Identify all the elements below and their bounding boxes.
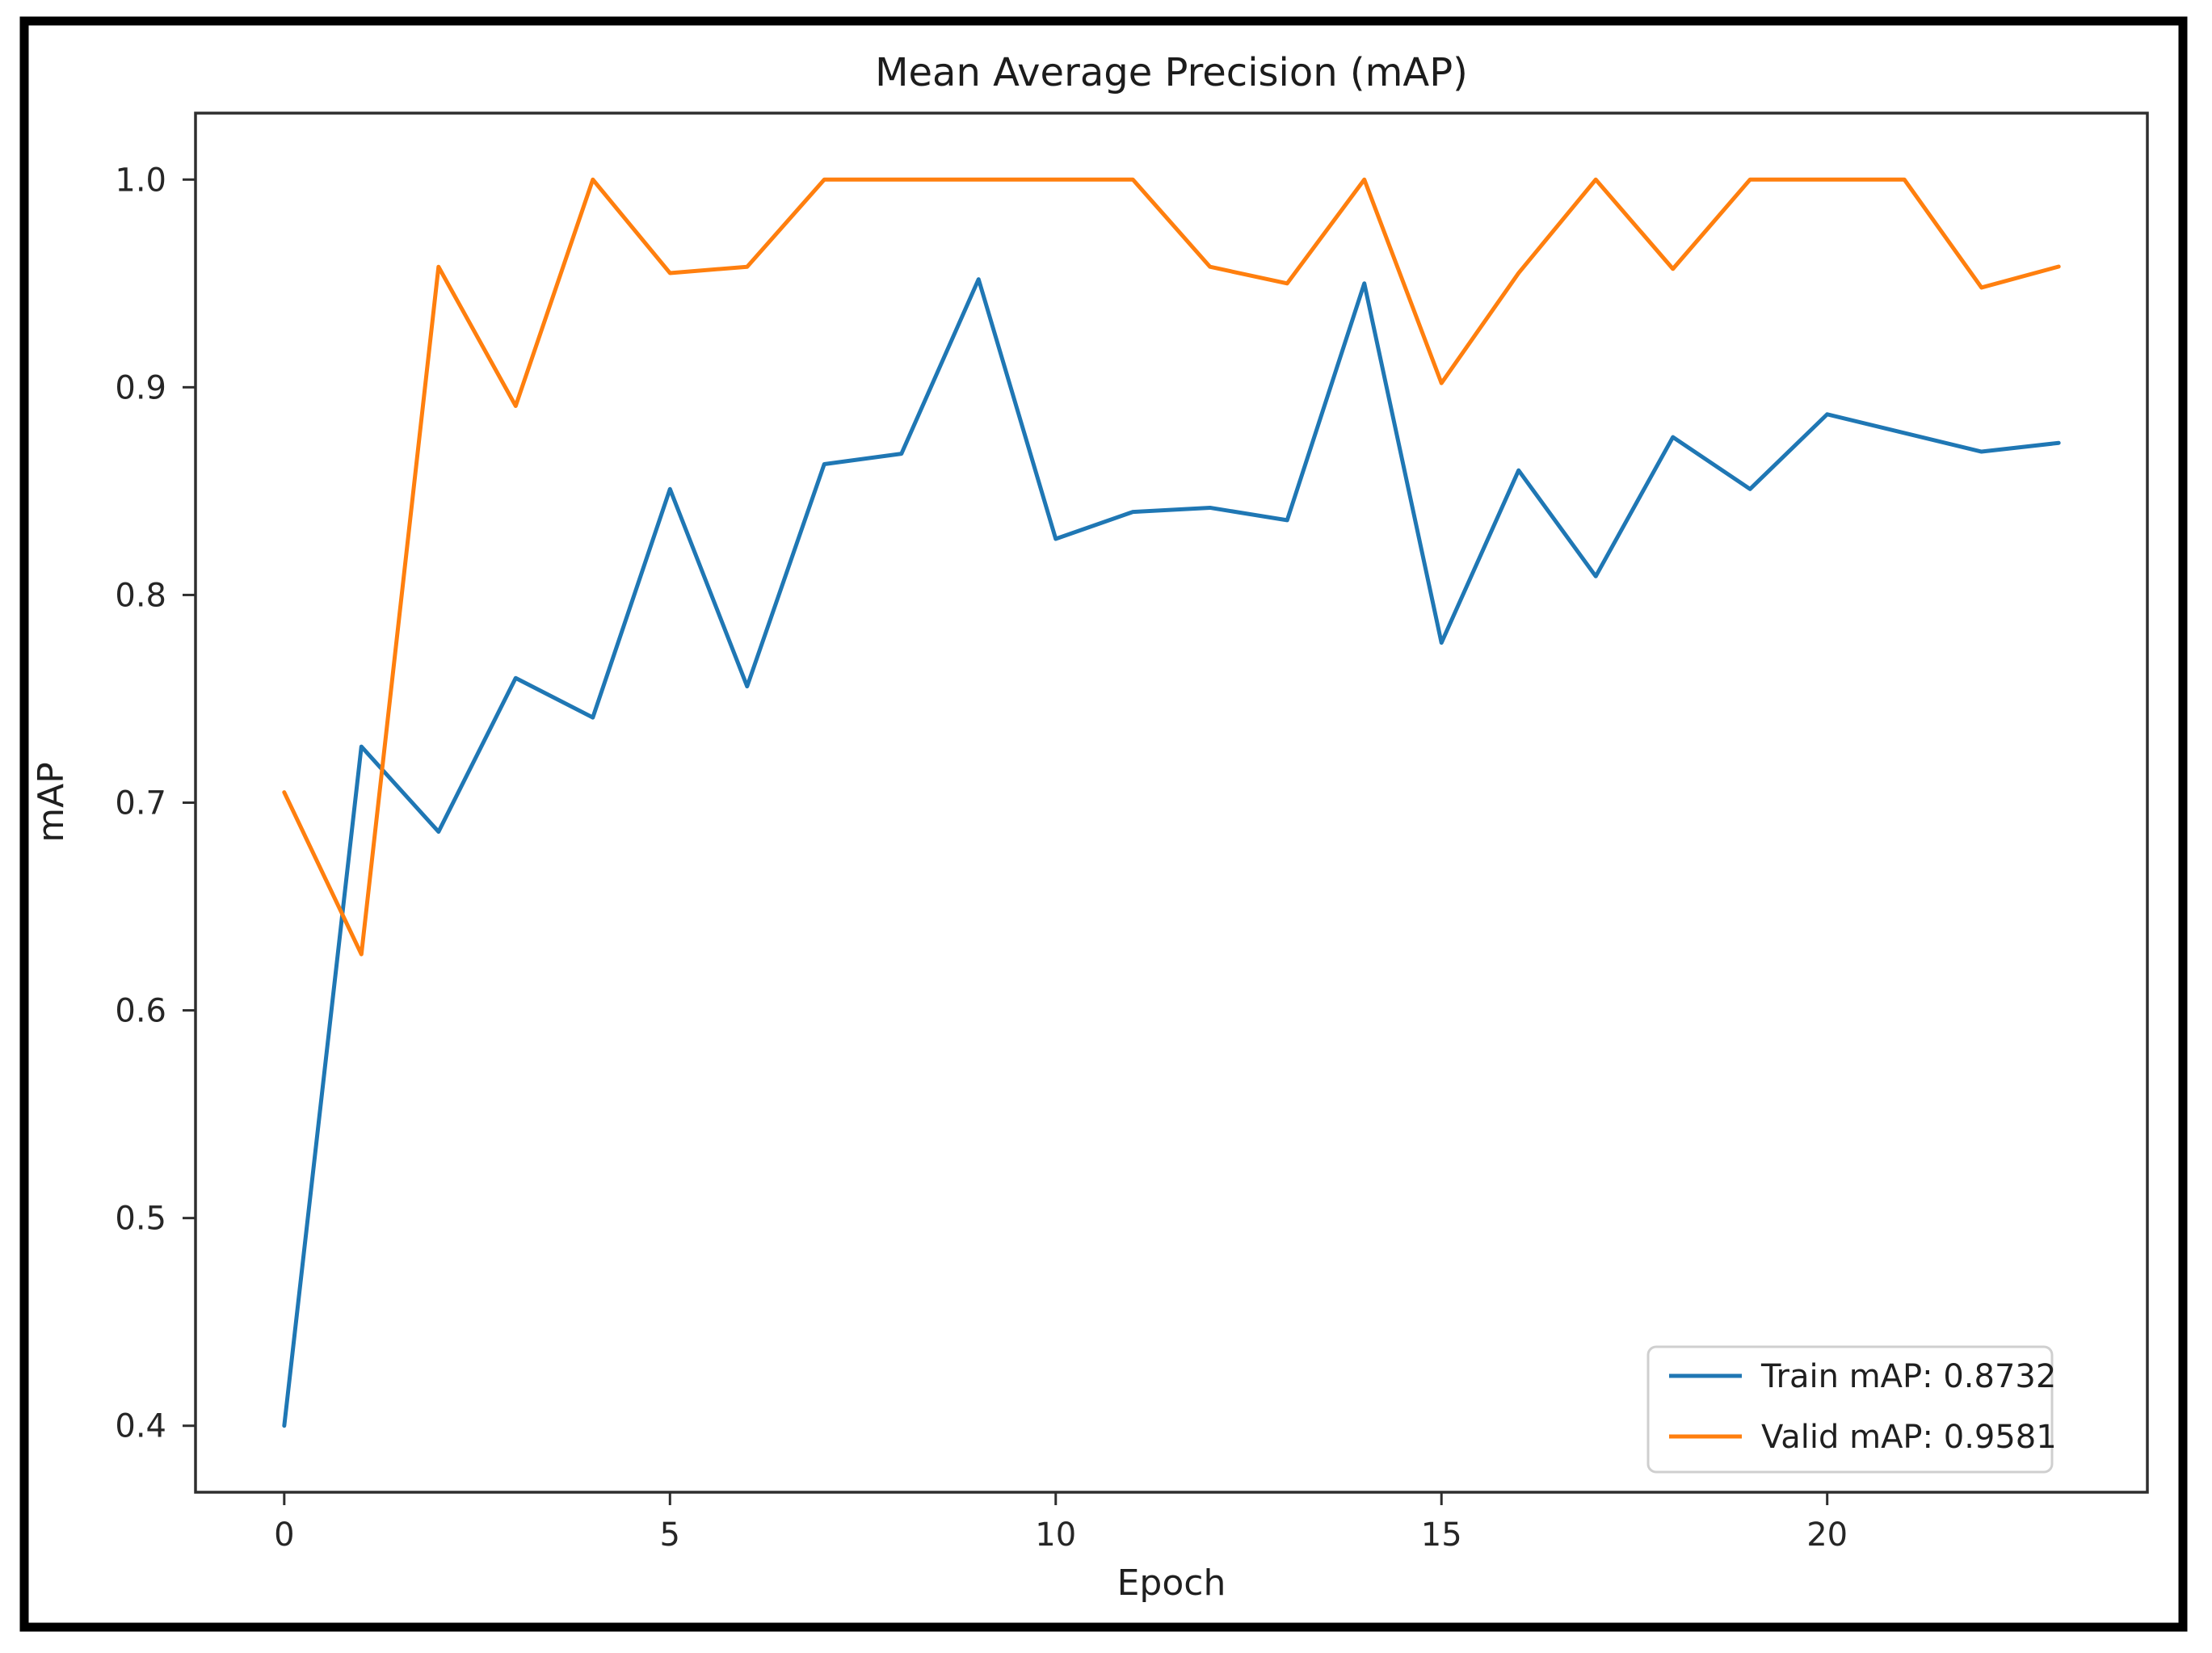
valid-map-line bbox=[282, 177, 2061, 957]
y-axis-label: mAP bbox=[31, 762, 72, 843]
y-tick-label: 1.0 bbox=[115, 162, 166, 199]
x-tick-label: 5 bbox=[660, 1516, 680, 1554]
x-tick-label: 0 bbox=[274, 1516, 294, 1554]
train-map-line bbox=[282, 277, 2061, 1428]
plot-area-spines bbox=[194, 111, 2149, 1494]
legend-train-label: Train mAP: 0.8732 bbox=[1760, 1358, 2056, 1395]
y-axis-ticks: 0.4 0.5 0.6 0.7 0.8 0.9 1.0 bbox=[115, 162, 196, 1445]
data-series-lines bbox=[282, 177, 2061, 1428]
chart-title: Mean Average Precision (mAP) bbox=[875, 50, 1468, 95]
y-tick-label: 0.5 bbox=[115, 1201, 166, 1238]
x-tick-label: 15 bbox=[1421, 1516, 1462, 1554]
y-tick-label: 0.4 bbox=[115, 1408, 166, 1445]
y-tick-label: 0.6 bbox=[115, 993, 166, 1030]
y-tick-label: 0.7 bbox=[115, 785, 166, 822]
x-axis-ticks: 0 5 10 15 20 bbox=[274, 1492, 1848, 1554]
legend-valid-label: Valid mAP: 0.9581 bbox=[1761, 1419, 2057, 1456]
screenshot-border bbox=[19, 16, 2188, 1632]
x-axis-label: Epoch bbox=[1117, 1563, 1226, 1604]
y-tick-label: 0.9 bbox=[115, 369, 166, 406]
legend-box bbox=[1646, 1345, 2054, 1474]
y-tick-label: 0.8 bbox=[115, 577, 166, 614]
x-tick-label: 10 bbox=[1035, 1516, 1076, 1554]
x-tick-label: 20 bbox=[1806, 1516, 1848, 1554]
legend: Train mAP: 0.8732 Valid mAP: 0.9581 bbox=[1646, 1345, 2057, 1474]
